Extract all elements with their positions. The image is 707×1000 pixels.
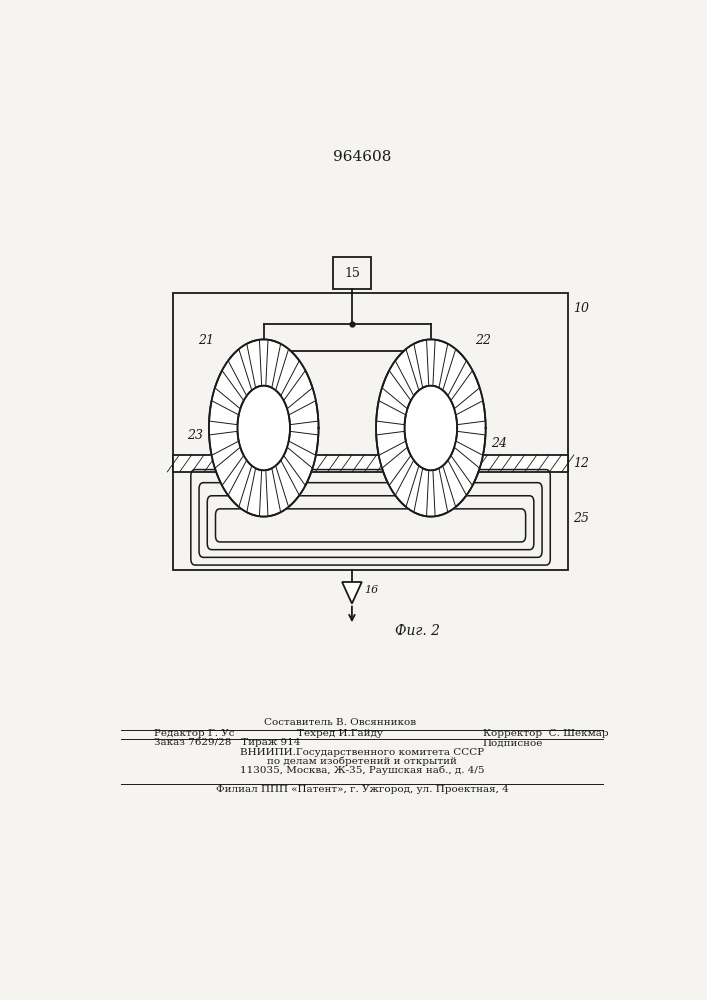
Polygon shape — [439, 466, 456, 512]
Polygon shape — [448, 456, 472, 495]
Text: 10: 10 — [573, 302, 590, 315]
Polygon shape — [290, 421, 318, 435]
Polygon shape — [426, 340, 435, 386]
Text: по делам изобретений и открытий: по делам изобретений и открытий — [267, 757, 457, 766]
Text: 21: 21 — [199, 334, 214, 347]
Polygon shape — [271, 344, 288, 390]
Polygon shape — [238, 386, 290, 470]
Polygon shape — [259, 340, 268, 386]
Polygon shape — [342, 582, 362, 604]
Text: 25: 25 — [573, 512, 590, 525]
Text: 113035, Москва, Ж-35, Раушская наб., д. 4/5: 113035, Москва, Ж-35, Раушская наб., д. … — [240, 766, 484, 775]
Text: Составитель В. Овсянников: Составитель В. Овсянников — [264, 718, 416, 727]
Polygon shape — [404, 386, 457, 470]
Polygon shape — [455, 388, 483, 415]
Polygon shape — [281, 456, 305, 495]
Polygon shape — [287, 388, 316, 415]
Polygon shape — [439, 344, 456, 390]
Polygon shape — [455, 441, 483, 468]
Text: Фиг. 2: Фиг. 2 — [395, 624, 440, 638]
Text: 23: 23 — [187, 429, 204, 442]
Text: 22: 22 — [474, 334, 491, 347]
Polygon shape — [376, 339, 486, 517]
Polygon shape — [271, 466, 288, 512]
Text: Подписное: Подписное — [483, 738, 543, 747]
Polygon shape — [259, 470, 268, 516]
Polygon shape — [287, 441, 316, 468]
Polygon shape — [379, 441, 407, 468]
Polygon shape — [211, 441, 240, 468]
Text: 12: 12 — [573, 457, 590, 470]
Polygon shape — [406, 344, 423, 390]
Polygon shape — [457, 421, 486, 435]
Bar — [173, 455, 568, 472]
Polygon shape — [389, 361, 414, 400]
Polygon shape — [389, 456, 414, 495]
Text: Корректор  С. Шекмар: Корректор С. Шекмар — [483, 729, 609, 738]
Polygon shape — [281, 361, 305, 400]
Polygon shape — [379, 388, 407, 415]
Polygon shape — [376, 421, 404, 435]
Polygon shape — [222, 456, 247, 495]
Polygon shape — [239, 344, 256, 390]
Polygon shape — [239, 466, 256, 512]
Text: 24: 24 — [491, 437, 507, 450]
Text: ВНИИПИ.Государственного комитета СССР: ВНИИПИ.Государственного комитета СССР — [240, 748, 484, 757]
Text: Редактор Г. Ус: Редактор Г. Ус — [154, 729, 235, 738]
Polygon shape — [426, 470, 435, 516]
Text: Заказ 7629/28   Тираж 914: Заказ 7629/28 Тираж 914 — [154, 738, 300, 747]
Text: Филиал ППП «Патент», г. Ужгород, ул. Проектная, 4: Филиал ППП «Патент», г. Ужгород, ул. Про… — [216, 785, 509, 794]
Polygon shape — [209, 421, 238, 435]
Bar — [333, 257, 370, 289]
Text: 15: 15 — [344, 267, 360, 280]
Polygon shape — [406, 466, 423, 512]
Polygon shape — [209, 339, 319, 517]
Text: 16: 16 — [365, 585, 379, 595]
Bar — [173, 293, 568, 570]
Polygon shape — [448, 361, 472, 400]
Text: Техред И.Гайду: Техред И.Гайду — [297, 729, 382, 738]
Polygon shape — [222, 361, 247, 400]
Polygon shape — [211, 388, 240, 415]
Text: 964608: 964608 — [333, 150, 392, 164]
